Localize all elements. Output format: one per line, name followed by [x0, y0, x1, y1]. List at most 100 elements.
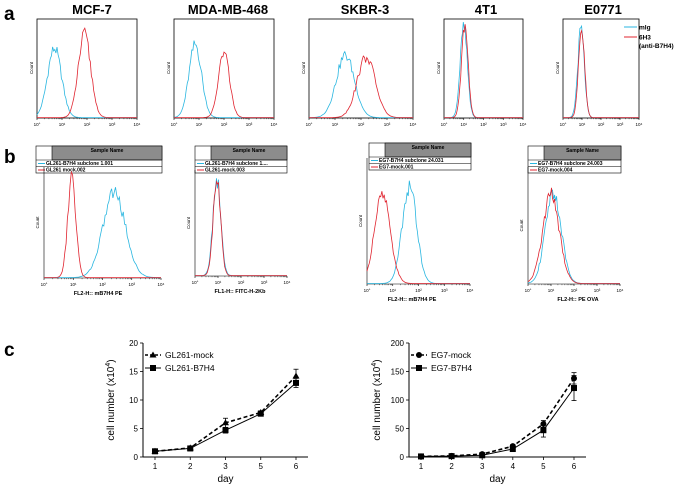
data-point-square: [257, 410, 264, 417]
sample-name-header: Sample Name: [233, 148, 266, 154]
x-axis-tick-label: 10³: [261, 280, 268, 285]
x-axis-tick-label: 10⁴: [520, 122, 527, 127]
sample-name-header: Sample Name: [566, 148, 599, 154]
sample-entry-mock: GL261 mock.002: [46, 168, 86, 174]
x-tick-label: 1: [419, 462, 424, 471]
y-axis-label: Count: [186, 216, 191, 229]
panel-c-growth-gl261: 0 5 10 15 20 1 2 3 5 6 day cell number (x104) GL261-…: [105, 339, 308, 485]
x-tick-label: 6: [572, 462, 577, 471]
x-axis-tick-label: 10³: [500, 122, 507, 127]
x-axis-tick-label: 10°: [525, 288, 532, 293]
sample-entry-b7h4: EG7-B7H4 subclone 24.003: [538, 161, 603, 167]
x-axis-tick-label: 10¹: [196, 122, 203, 127]
x-tick-label: 5: [541, 462, 546, 471]
x-axis-tick-label: 10°: [41, 282, 48, 287]
x-axis-label: FL1-H:: FITC-H-2Kb: [214, 289, 266, 295]
y-axis-label: Count: [436, 61, 441, 74]
x-tick-label: 1: [153, 462, 158, 471]
x-axis-label: FL2-H:: mB7H4 PE: [388, 297, 437, 303]
mig-histogram: [309, 50, 413, 118]
histogram-frame: [36, 18, 138, 119]
legend-label-mig: mIg: [639, 25, 651, 32]
x-axis-label: day: [489, 474, 505, 485]
x-tick-label: 2: [188, 462, 193, 471]
y-tick-label: 10: [129, 396, 138, 405]
panel-c-growth-eg7: 0 50 100 150 200 1 2 3 4 5 6 day cell number (x104) E…: [371, 339, 586, 485]
y-tick-label: 100: [391, 396, 405, 405]
anti-b7h4-histogram: [174, 51, 274, 118]
anti-b7h4-histogram: [37, 27, 137, 118]
sample-name-header: Sample Name: [412, 145, 445, 151]
legend-label-eg7-b7h4: EG7-B7H4: [431, 363, 472, 373]
panel-a-histograms: MCF-7 Count 10° 10¹ 10² 10³ 10⁴ MDA-MB-468 Count…: [29, 2, 674, 127]
x-axis-tick-label: 10²: [221, 122, 228, 127]
series-line-eg7-mock: [420, 377, 575, 458]
x-axis-tick-label: 10³: [246, 122, 253, 127]
mock-histogram: [44, 170, 161, 278]
x-axis-tick-label: 10¹: [215, 280, 222, 285]
data-point-square: [571, 385, 577, 392]
b7h4-histogram: [44, 187, 161, 278]
data-point-square: [222, 427, 229, 434]
anti-b7h4-histogram: [563, 29, 639, 118]
legend-label-6h3: 6H3: [639, 35, 651, 42]
mig-histogram: [36, 46, 137, 118]
sample-entry-mock: EG7-mock.001: [379, 165, 414, 171]
anti-b7h4-histogram: [309, 55, 413, 118]
y-axis-label: Count: [301, 61, 306, 74]
series-line-eg7-b7h4: [420, 387, 575, 457]
x-axis-tick-label: 10²: [99, 282, 106, 287]
sample-entry-mock: EG7-mock.004: [538, 168, 573, 174]
x-axis-tick-label: 10°: [306, 122, 313, 127]
sample-entry-mock: GL261-mock.003: [205, 168, 245, 174]
b7h4-histogram: [195, 178, 287, 276]
cell-title-mda-mb-468: MDA-MB-468: [188, 2, 268, 17]
x-tick-label: 3: [480, 462, 485, 471]
x-axis-label: FL2-H:: mB7H4 PE: [74, 291, 123, 297]
x-axis-tick-label: 10⁴: [467, 288, 474, 293]
x-axis-tick-label: 10³: [109, 122, 116, 127]
sample-entry-b7h4: EG7-B7H4 subclone 24.031: [379, 158, 444, 164]
mig-histogram: [444, 21, 523, 118]
y-tick-label: 0: [400, 453, 405, 462]
x-axis-tick-label: 10⁴: [410, 122, 417, 127]
mig-histogram: [563, 24, 639, 118]
sample-entry-b7h4: GL261-B7H4 subclone 1.001: [46, 161, 113, 167]
sample-entry-b7h4: GL261-B7H4 subclone 1....: [205, 161, 268, 167]
x-axis-tick-label: 10°: [192, 280, 199, 285]
y-tick-label: 50: [395, 425, 404, 434]
x-axis-tick-label: 10³: [594, 288, 601, 293]
cell-title-mcf-7: MCF-7: [72, 2, 112, 17]
data-point-square: [418, 453, 424, 460]
data-point-square: [479, 452, 486, 459]
legend-marker-square: [150, 365, 156, 371]
y-tick-label: 20: [129, 339, 138, 348]
y-tick-label: 5: [134, 425, 139, 434]
x-axis-tick-label: 10¹: [460, 122, 467, 127]
x-axis-tick-label: 10²: [480, 122, 487, 127]
panel-letter-a: a: [4, 4, 15, 25]
x-axis-tick-label: 10⁴: [636, 122, 643, 127]
y-axis-label: Count: [166, 61, 171, 74]
x-tick-label: 4: [511, 462, 516, 471]
data-point-triangle: [292, 372, 300, 379]
x-axis-tick-label: 10³: [441, 288, 448, 293]
sample-name-header: Sample Name: [91, 148, 124, 154]
x-axis-tick-label: 10¹: [332, 122, 339, 127]
x-axis-tick-label: 10²: [358, 122, 365, 127]
series-line-gl261-mock: [154, 375, 297, 453]
x-axis-tick-label: 10⁴: [134, 122, 141, 127]
x-axis-label: day: [217, 474, 233, 485]
y-axis-label: Count: [29, 61, 34, 74]
legend-label-anti-b7h4: (anti-B7H4): [639, 43, 674, 50]
data-point-square: [152, 448, 158, 455]
x-axis-tick-label: 10°: [364, 288, 371, 293]
x-axis-tick-label: 10³: [128, 282, 135, 287]
x-axis-tick-label: 10⁴: [271, 122, 278, 127]
data-point-square: [509, 446, 516, 453]
histogram-frame: [443, 18, 524, 119]
y-axis-label: cell number (x104): [105, 359, 117, 440]
x-axis-tick-label: 10⁴: [284, 280, 291, 285]
anti-b7h4-histogram: [444, 24, 523, 118]
